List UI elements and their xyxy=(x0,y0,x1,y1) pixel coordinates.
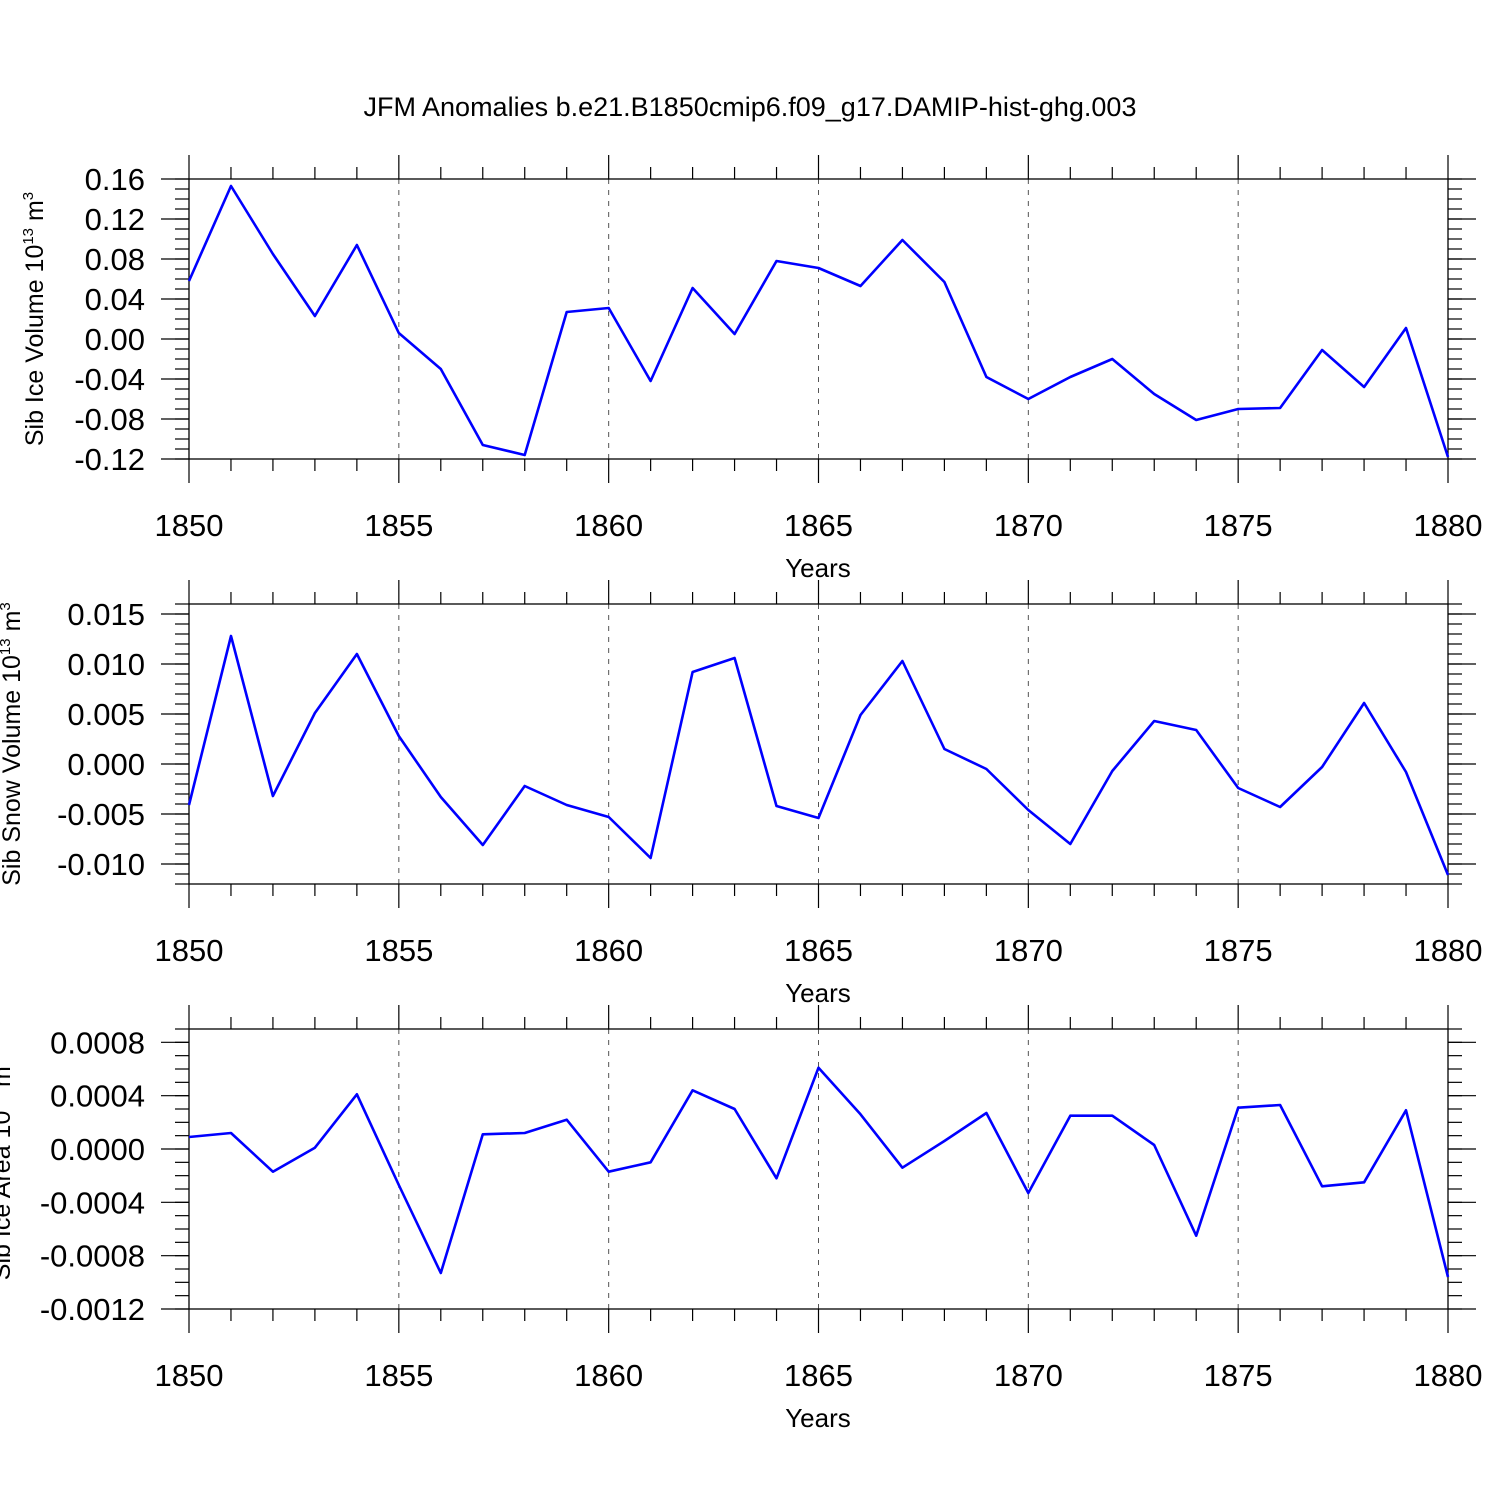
y-tick-label: -0.010 xyxy=(57,847,145,882)
y-tick-label: 0.0004 xyxy=(50,1079,145,1114)
y-axis-label: Sib Ice Volume 1013 m3 xyxy=(20,192,49,446)
x-axis-label: Years xyxy=(785,553,851,583)
x-tick-label: 1850 xyxy=(155,1358,224,1393)
y-tick-label: -0.0008 xyxy=(40,1239,145,1274)
x-tick-label: 1860 xyxy=(574,1358,643,1393)
y-tick-label: 0.010 xyxy=(67,647,145,682)
plot-frame xyxy=(188,178,1449,460)
y-tick-label: 0.08 xyxy=(85,242,145,277)
y-tick-label: 0.12 xyxy=(85,202,145,237)
x-tick-label: 1875 xyxy=(1204,508,1273,543)
x-tick-label: 1875 xyxy=(1204,1358,1273,1393)
x-tick-label: 1865 xyxy=(784,933,853,968)
x-tick-label: 1875 xyxy=(1204,933,1273,968)
figure-title: JFM Anomalies b.e21.B1850cmip6.f09_g17.D… xyxy=(364,92,1137,122)
x-axis-label: Years xyxy=(785,978,851,1008)
ice-volume-series-line xyxy=(187,184,1450,458)
y-tick-label: 0.00 xyxy=(85,322,145,357)
y-tick-label: 0.16 xyxy=(85,162,145,197)
y-tick-label: -0.0004 xyxy=(40,1185,145,1220)
x-tick-label: 1870 xyxy=(994,508,1063,543)
y-tick-label: 0.015 xyxy=(67,597,145,632)
x-axis-label: Years xyxy=(785,1403,851,1433)
y-tick-label: 0.005 xyxy=(67,697,145,732)
y-axis-label: Sib Snow Volume 1013 m3 xyxy=(0,602,26,886)
x-tick-label: 1865 xyxy=(784,1358,853,1393)
snow-volume-series-line xyxy=(187,634,1450,876)
x-tick-label: 1855 xyxy=(364,1358,433,1393)
x-tick-label: 1850 xyxy=(155,933,224,968)
y-tick-label: -0.005 xyxy=(57,797,145,832)
panel-ice-volume: 0.16 0.12 0.08 0.04 0.00 -0.04 -0.08 -0.12 1850 1… xyxy=(20,155,1482,583)
x-tick-label: 1850 xyxy=(155,508,224,543)
x-tick-label: 1865 xyxy=(784,508,853,543)
x-tick-label: 1860 xyxy=(574,508,643,543)
plot-frame xyxy=(188,603,1449,885)
y-tick-label: -0.12 xyxy=(74,442,145,477)
y-tick-label: 0.0000 xyxy=(50,1132,145,1167)
x-tick-label: 1855 xyxy=(364,933,433,968)
y-tick-label: 0.04 xyxy=(85,282,145,317)
y-tick-label: -0.04 xyxy=(74,362,145,397)
y-tick-label: -0.08 xyxy=(74,402,145,437)
x-tick-label: 1880 xyxy=(1414,1358,1483,1393)
x-tick-label: 1880 xyxy=(1414,933,1483,968)
y-tick-label: 0.0008 xyxy=(50,1025,145,1060)
ice-area-series-line xyxy=(188,1066,1450,1278)
panel-snow-volume: 0.015 0.010 0.005 0.000 -0.005 -0.010 1850 1855… xyxy=(0,580,1482,1008)
x-tick-label: 1870 xyxy=(994,933,1063,968)
x-tick-label: 1860 xyxy=(574,933,643,968)
x-tick-label: 1880 xyxy=(1414,508,1483,543)
y-tick-label: -0.0012 xyxy=(40,1292,145,1327)
y-tick-label: 0.000 xyxy=(67,747,145,782)
panel-ice-area: 0.0008 0.0004 0.0000 -0.0004 -0.0008 -0.0012 1… xyxy=(0,1005,1482,1433)
x-tick-label: 1855 xyxy=(364,508,433,543)
y-axis-label: Sib Ice Area 1013 m2 xyxy=(0,1058,16,1280)
x-tick-label: 1870 xyxy=(994,1358,1063,1393)
